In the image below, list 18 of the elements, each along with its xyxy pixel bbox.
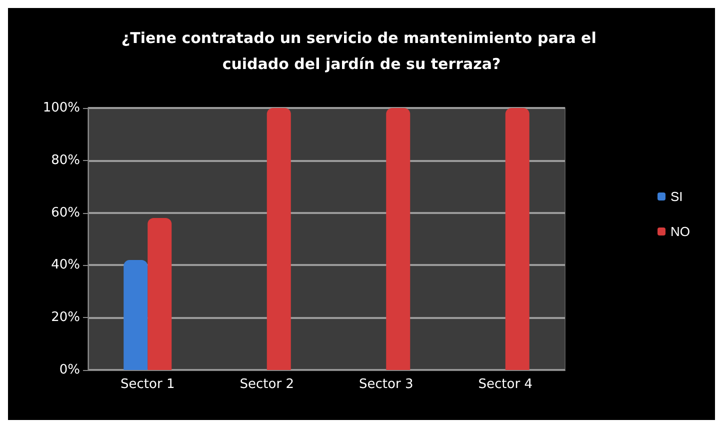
y-tick-label: 60% [51, 205, 80, 220]
legend-label: SI [670, 189, 683, 204]
x-tick-label: Sector 2 [240, 377, 294, 392]
y-tick-label: 20% [51, 310, 80, 326]
x-tick-label: Sector 3 [359, 377, 414, 392]
bar [148, 218, 172, 370]
x-tick-label: Sector 1 [120, 377, 175, 392]
bar [124, 260, 148, 370]
bar [505, 108, 530, 370]
x-tick-label: Sector 4 [478, 377, 532, 392]
bar [386, 108, 410, 370]
legend-label: NO [670, 224, 690, 239]
y-tick-label: 40% [51, 258, 80, 273]
bar [266, 108, 291, 370]
y-tick-label: 80% [51, 152, 80, 168]
y-tick-label: 0% [59, 362, 80, 378]
y-tick-label: 100% [42, 100, 80, 116]
chart-title: ¿Tiene contratado un servicio de mantenimiento para el cuidado del jardín de su terraza? [121, 29, 602, 73]
